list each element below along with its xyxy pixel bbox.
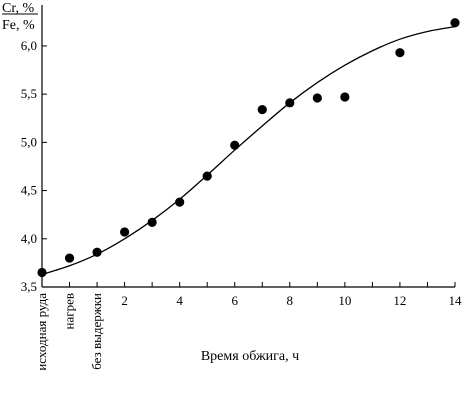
x-tick-label: 14	[449, 293, 463, 308]
y-tick-label: 5,0	[21, 134, 37, 149]
axes	[41, 5, 456, 288]
y-axis-title-fe: Fe, %	[2, 18, 35, 33]
data-point	[312, 93, 322, 103]
axis-labels: 3,5 4,0 4,5 5,0 5,5 6,0 2 4 6 8 10 12 14 исходная руд…	[2, 1, 462, 371]
data-point	[120, 227, 130, 237]
y-axis-title-cr: Cr, %	[2, 1, 34, 16]
x-tick-label: 8	[287, 293, 294, 308]
data-points	[37, 18, 460, 278]
data-point	[450, 18, 460, 28]
y-tick-label: 4,5	[21, 183, 37, 198]
data-point	[285, 98, 295, 108]
x-category-label: без выдержки	[89, 293, 104, 370]
data-point	[340, 92, 350, 102]
data-point	[257, 104, 267, 115]
x-axis-title: Время обжига, ч	[201, 349, 299, 364]
x-tick-label: 10	[338, 293, 351, 308]
y-tick-label: 4,0	[21, 231, 37, 246]
x-tick-label: 2	[121, 293, 128, 308]
x-tick-label: 4	[176, 293, 183, 308]
y-tick-label: 3,5	[21, 279, 37, 294]
data-point	[202, 171, 212, 181]
x-category-label: исходная руда	[34, 293, 49, 371]
data-point	[37, 267, 47, 278]
data-point	[147, 217, 157, 227]
trendline-group	[41, 26, 456, 276]
x-category-label: нагрев	[62, 293, 77, 329]
y-tick-label: 5,5	[21, 86, 37, 101]
data-point	[175, 197, 185, 207]
x-tick-label: 6	[231, 293, 238, 308]
data-point	[230, 140, 240, 150]
x-tick-label: 12	[393, 293, 406, 308]
data-point	[395, 48, 405, 58]
data-point	[92, 247, 102, 257]
data-point	[64, 253, 75, 263]
trendline	[41, 26, 456, 276]
y-tick-label: 6,0	[21, 38, 37, 53]
